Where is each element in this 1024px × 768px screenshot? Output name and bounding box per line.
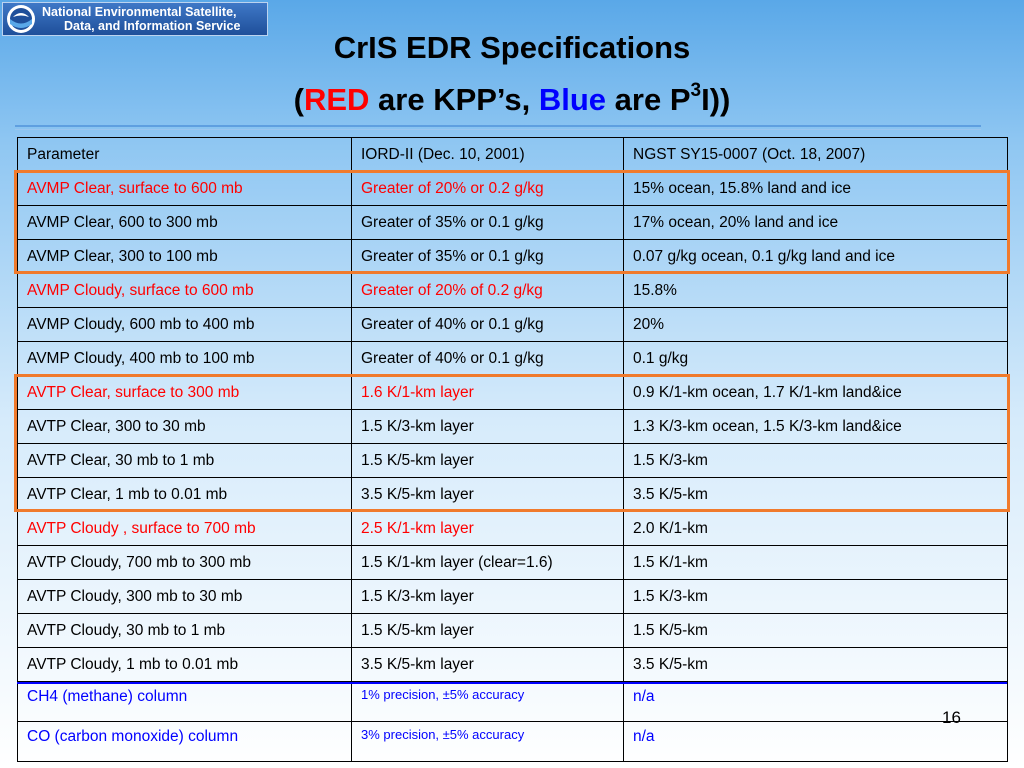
table-row: AVTP Clear, 30 mb to 1 mb 1.5 K/5-km laye… (17, 443, 1008, 478)
parameter-cell: AVTP Cloudy, 1 mb to 0.01 mb (17, 647, 352, 682)
title-divider-thin (15, 129, 981, 130)
iord-cell: 1.5 K/5-km layer (351, 443, 624, 478)
p3i-separator-line (17, 682, 1007, 684)
table-row: AVMP Clear, surface to 600 mb Greater of … (17, 171, 1008, 206)
parameter-cell: AVMP Cloudy, 400 mb to 100 mb (17, 341, 352, 376)
nesdis-logo: National Environmental Satellite, Data, … (2, 2, 268, 36)
iord-cell: Greater of 40% or 0.1 g/kg (351, 341, 624, 376)
iord-cell: 1.5 K/3-km layer (351, 579, 624, 614)
table-row: AVTP Clear, surface to 300 mb 1.6 K/1-km … (17, 375, 1008, 410)
iord-cell: 1% precision, ±5% accuracy (351, 681, 624, 722)
ngst-cell: 0.1 g/kg (623, 341, 1008, 376)
title-divider (15, 125, 981, 127)
page-number: 16 (942, 708, 961, 727)
ngst-cell: 0.07 g/kg ocean, 0.1 g/kg land and ice (623, 239, 1008, 274)
iord-cell: Greater of 20% or 0.2 g/kg (351, 171, 624, 206)
subtitle-superscript: 3 (690, 80, 702, 101)
iord-cell: Greater of 40% or 0.1 g/kg (351, 307, 624, 342)
slide-subtitle: (RED are KPP’s, Blue are P3I)) (0, 80, 1024, 118)
table-header-row: Parameter IORD-II (Dec. 10, 2001) NGST SY1… (17, 137, 1008, 172)
ngst-cell: 2.0 K/1-km (623, 511, 1008, 546)
table-row: CO (carbon monoxide) column 3% precision,… (17, 721, 1008, 762)
ngst-cell: n/a (623, 721, 1008, 762)
parameter-cell: CH4 (methane) column (17, 681, 352, 722)
ngst-cell: 1.5 K/1-km (623, 545, 1008, 580)
iord-cell: 1.5 K/3-km layer (351, 409, 624, 444)
iord-cell: 1.6 K/1-km layer (351, 375, 624, 410)
subtitle-red-word: RED (303, 82, 370, 117)
parameter-cell: AVTP Clear, 30 mb to 1 mb (17, 443, 352, 478)
table-row: AVTP Cloudy, 30 mb to 1 mb 1.5 K/5-km lay… (17, 613, 1008, 648)
ngst-cell: 1.5 K/5-km (623, 613, 1008, 648)
table-row: AVTP Clear, 1 mb to 0.01 mb 3.5 K/5-km la… (17, 477, 1008, 512)
iord-cell: 1.5 K/1-km layer (clear=1.6) (351, 545, 624, 580)
noaa-seal-icon (7, 5, 35, 33)
table-row: AVTP Cloudy, 700 mb to 300 mb 1.5 K/1-km … (17, 545, 1008, 580)
subtitle-close: I)) (701, 82, 731, 117)
column-header: IORD-II (Dec. 10, 2001) (351, 137, 624, 172)
logo-line1: National Environmental Satellite, (42, 5, 237, 19)
parameter-cell: AVTP Cloudy, 700 mb to 300 mb (17, 545, 352, 580)
parameter-cell: AVTP Cloudy, 300 mb to 30 mb (17, 579, 352, 614)
iord-cell: 3% precision, ±5% accuracy (351, 721, 624, 762)
iord-cell: 2.5 K/1-km layer (351, 511, 624, 546)
column-header: Parameter (17, 137, 352, 172)
ngst-cell: 1.3 K/3-km ocean, 1.5 K/3-km land&ice (623, 409, 1008, 444)
parameter-cell: CO (carbon monoxide) column (17, 721, 352, 762)
ngst-cell: 20% (623, 307, 1008, 342)
table-row: AVTP Cloudy , surface to 700 mb 2.5 K/1-k… (17, 511, 1008, 546)
iord-cell: 1.5 K/5-km layer (351, 613, 624, 648)
table-row: AVTP Cloudy, 1 mb to 0.01 mb 3.5 K/5-km l… (17, 647, 1008, 682)
parameter-cell: AVTP Clear, surface to 300 mb (17, 375, 352, 410)
iord-cell: Greater of 35% or 0.1 g/kg (351, 205, 624, 240)
table-row: AVTP Cloudy, 300 mb to 30 mb 1.5 K/3-km l… (17, 579, 1008, 614)
parameter-cell: AVTP Cloudy , surface to 700 mb (17, 511, 352, 546)
table-row: AVTP Clear, 300 to 30 mb 1.5 K/3-km layer… (17, 409, 1008, 444)
ngst-cell: 15.8% (623, 273, 1008, 308)
table-row: AVMP Cloudy, 400 mb to 100 mb Greater of … (17, 341, 1008, 376)
iord-cell: 3.5 K/5-km layer (351, 477, 624, 512)
ngst-cell: 1.5 K/3-km (623, 443, 1008, 478)
ngst-cell: 0.9 K/1-km ocean, 1.7 K/1-km land&ice (623, 375, 1008, 410)
parameter-cell: AVTP Clear, 1 mb to 0.01 mb (17, 477, 352, 512)
subtitle-tail: are P (606, 82, 691, 117)
table-row: AVMP Cloudy, 600 mb to 400 mb Greater of … (17, 307, 1008, 342)
table-row: AVMP Clear, 600 to 300 mb Greater of 35% … (17, 205, 1008, 240)
table-row: AVMP Cloudy, surface to 600 mb Greater of… (17, 273, 1008, 308)
ngst-cell: 3.5 K/5-km (623, 647, 1008, 682)
logo-line2: Data, and Information Service (64, 19, 241, 33)
parameter-cell: AVMP Clear, surface to 600 mb (17, 171, 352, 206)
table-row: CH4 (methane) column 1% precision, ±5% ac… (17, 681, 1008, 722)
slide-title: CrIS EDR Specifications (333, 30, 691, 65)
edr-spec-table: Parameter IORD-II (Dec. 10, 2001) NGST SY1… (17, 137, 1008, 762)
subtitle-mid: are KPP’s, (369, 82, 539, 117)
parameter-cell: AVMP Cloudy, surface to 600 mb (17, 273, 352, 308)
ngst-cell: 17% ocean, 20% land and ice (623, 205, 1008, 240)
ngst-cell: 1.5 K/3-km (623, 579, 1008, 614)
parameter-cell: AVMP Clear, 600 to 300 mb (17, 205, 352, 240)
ngst-cell: 15% ocean, 15.8% land and ice (623, 171, 1008, 206)
table-row: AVMP Clear, 300 to 100 mb Greater of 35% … (17, 239, 1008, 274)
parameter-cell: AVTP Cloudy, 30 mb to 1 mb (17, 613, 352, 648)
column-header: NGST SY15-0007 (Oct. 18, 2007) (623, 137, 1008, 172)
ngst-cell: 3.5 K/5-km (623, 477, 1008, 512)
iord-cell: Greater of 35% or 0.1 g/kg (351, 239, 624, 274)
parameter-cell: AVMP Cloudy, 600 mb to 400 mb (17, 307, 352, 342)
iord-cell: 3.5 K/5-km layer (351, 647, 624, 682)
parameter-cell: AVMP Clear, 300 to 100 mb (17, 239, 352, 274)
parameter-cell: AVTP Clear, 300 to 30 mb (17, 409, 352, 444)
subtitle-open-paren: ( (293, 82, 304, 117)
iord-cell: Greater of 20% of 0.2 g/kg (351, 273, 624, 308)
subtitle-blue-word: Blue (538, 82, 607, 117)
